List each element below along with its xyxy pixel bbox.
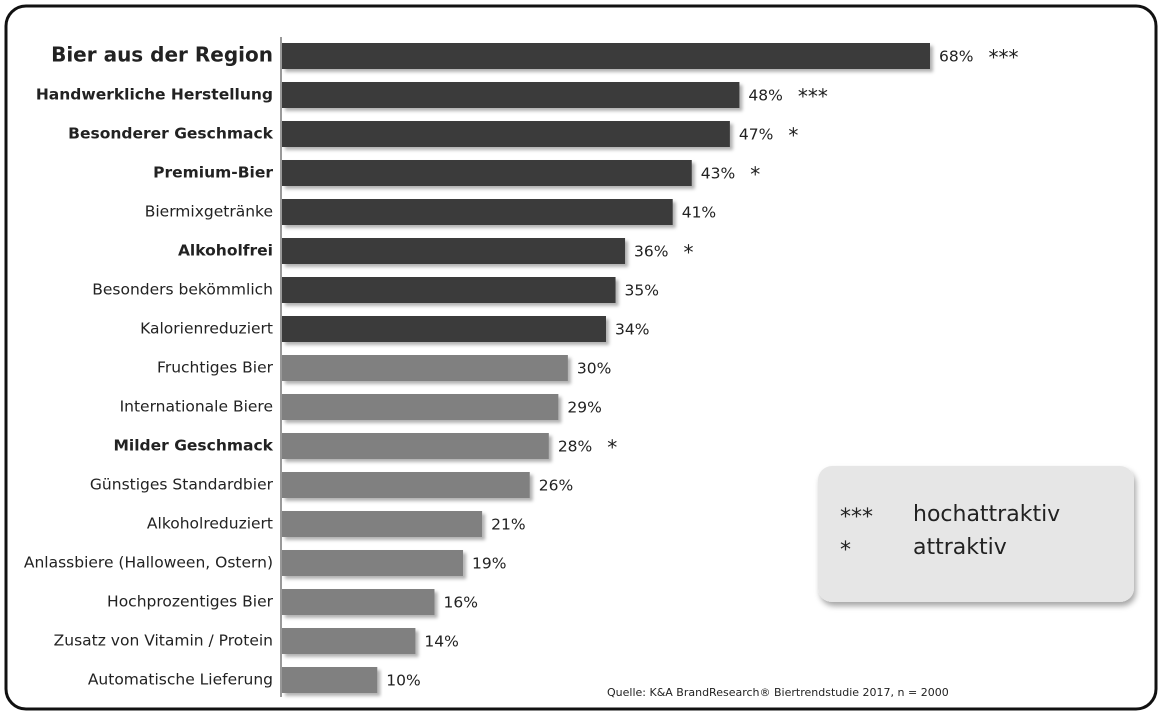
category-label: Besonders bekömmlich bbox=[92, 281, 273, 299]
value-label: 30% bbox=[577, 360, 611, 378]
category-label: Biermixgetränke bbox=[145, 203, 273, 221]
bar bbox=[282, 550, 464, 576]
bar bbox=[282, 43, 930, 69]
bar bbox=[282, 82, 740, 108]
bar bbox=[282, 199, 673, 225]
legend-symbol: *** bbox=[840, 505, 873, 530]
bar bbox=[282, 628, 416, 654]
category-label: Handwerkliche Herstellung bbox=[36, 86, 273, 104]
category-label: Besonderer Geschmack bbox=[68, 125, 274, 143]
significance-marker: * bbox=[684, 241, 694, 265]
bar bbox=[282, 316, 606, 342]
value-label: 29% bbox=[567, 399, 601, 417]
category-label: Fruchtiges Bier bbox=[157, 359, 274, 377]
category-label: Alkoholreduziert bbox=[147, 515, 273, 533]
value-label: 34% bbox=[615, 321, 649, 339]
legend-box bbox=[818, 466, 1134, 602]
category-label: Premium-Bier bbox=[153, 164, 273, 182]
value-label: 48% bbox=[748, 87, 782, 105]
frame bbox=[4, 4, 1158, 711]
category-label: Bier aus der Region bbox=[51, 43, 273, 67]
value-label: 16% bbox=[443, 594, 477, 612]
bar bbox=[282, 277, 616, 303]
legend-label: hochattraktiv bbox=[913, 502, 1060, 527]
bar bbox=[282, 355, 568, 381]
value-label: 10% bbox=[386, 672, 420, 690]
category-label: Internationale Biere bbox=[120, 398, 273, 416]
value-label: 41% bbox=[682, 204, 716, 222]
value-label: 28% bbox=[558, 438, 592, 456]
value-label: 47% bbox=[739, 126, 773, 144]
bar bbox=[282, 160, 692, 186]
value-label: 21% bbox=[491, 516, 525, 534]
bar bbox=[282, 472, 530, 498]
category-label: Automatische Lieferung bbox=[88, 671, 273, 689]
bar bbox=[282, 394, 559, 420]
category-label: Hochprozentiges Bier bbox=[107, 593, 274, 611]
bar bbox=[282, 433, 549, 459]
category-label: Zusatz von Vitamin / Protein bbox=[54, 632, 273, 650]
significance-marker: *** bbox=[988, 46, 1018, 70]
category-label: Kalorienreduziert bbox=[140, 320, 273, 338]
value-label: 36% bbox=[634, 243, 668, 261]
category-label: Anlassbiere (Halloween, Ostern) bbox=[24, 554, 273, 572]
category-label: Alkoholfrei bbox=[178, 242, 273, 260]
bar bbox=[282, 589, 435, 615]
category-label: Milder Geschmack bbox=[114, 437, 274, 455]
bar bbox=[282, 238, 626, 264]
value-label: 43% bbox=[701, 165, 735, 183]
value-label: 19% bbox=[472, 555, 506, 573]
significance-marker: * bbox=[750, 163, 760, 187]
value-label: 68% bbox=[939, 48, 973, 66]
bar bbox=[282, 511, 483, 537]
significance-marker: *** bbox=[798, 85, 828, 109]
value-label: 35% bbox=[625, 282, 659, 300]
value-label: 14% bbox=[424, 633, 458, 651]
significance-marker: * bbox=[788, 124, 798, 148]
category-label: Günstiges Standardbier bbox=[90, 476, 274, 494]
source: Quelle: K&A BrandResearch® Biertrendstud… bbox=[607, 686, 949, 699]
bar bbox=[282, 121, 730, 147]
value-label: 26% bbox=[539, 477, 573, 495]
legend-symbol: * bbox=[840, 538, 851, 563]
significance-marker: * bbox=[607, 436, 617, 460]
legend-label: attraktiv bbox=[913, 535, 1007, 560]
bar bbox=[282, 667, 378, 693]
